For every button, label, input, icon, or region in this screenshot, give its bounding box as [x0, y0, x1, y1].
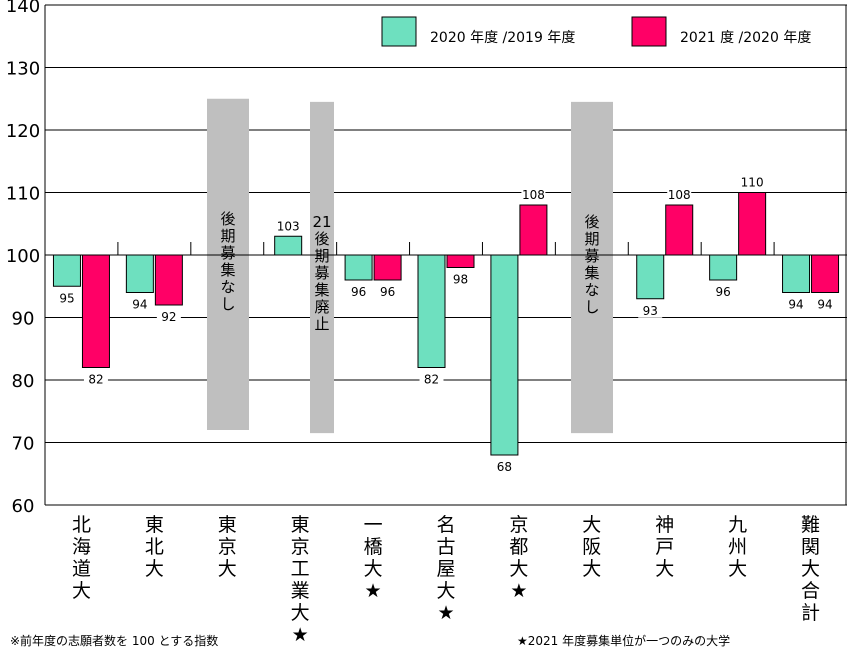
data-label-bg	[83, 372, 108, 387]
data-label-bg	[711, 285, 736, 299]
category-label: 一 橋 大 ★	[363, 514, 383, 602]
no-data-block	[207, 98, 249, 430]
data-label-bg	[784, 297, 809, 312]
legend-label: 2020 年度 /2019 年度	[430, 30, 575, 46]
y-tick-label: 80	[12, 371, 35, 392]
bar-2020	[417, 254, 446, 368]
data-label: 96	[380, 285, 395, 299]
data-label-bg	[813, 297, 838, 312]
data-label: 92	[161, 310, 176, 324]
y-tick-label: 70	[12, 434, 35, 455]
y-axis-ticks: 60 70 80 90 100 110 120 130 140	[6, 0, 40, 517]
data-label: 94	[788, 298, 803, 312]
baseline-ticks	[45, 242, 847, 256]
data-label-bg	[638, 303, 663, 318]
legend-swatch	[631, 16, 667, 47]
bar-2021	[373, 254, 402, 281]
category-label: 神 戸 大	[655, 514, 675, 580]
y-tick-label: 130	[6, 59, 40, 80]
category-label: 北 海 道 大	[71, 514, 91, 602]
category-label: 京 都 大 ★	[509, 514, 529, 602]
bar-2021	[446, 254, 475, 268]
data-label-bg	[375, 285, 400, 299]
bar-2021	[81, 254, 110, 368]
no-data-text: 21 後 期 募 集 廃 止	[312, 212, 332, 333]
y-tick-label: 90	[12, 309, 35, 330]
bar-2020	[709, 254, 738, 281]
no-data-block	[571, 101, 613, 434]
data-label: 96	[715, 285, 730, 299]
data-label-bg	[346, 285, 371, 299]
no-data-text: 後 期 募 集 な し	[220, 209, 236, 313]
data-label: 82	[88, 373, 103, 387]
data-label-bg	[276, 219, 301, 234]
bar-2020	[490, 254, 519, 456]
no-data-block	[310, 101, 334, 434]
data-label: 82	[424, 373, 439, 387]
data-label-bg	[667, 188, 692, 202]
footnote-left: ※前年度の志願者数を 100 とする指数	[10, 634, 219, 648]
data-label: 108	[522, 188, 545, 202]
bar-2020	[52, 254, 81, 287]
data-label: 98	[453, 273, 468, 287]
y-tick-label: 60	[12, 496, 35, 517]
y-tick-label: 100	[6, 246, 40, 267]
legend-label: 2021 度 /2020 年度	[680, 30, 811, 46]
bar-2021	[811, 254, 840, 293]
category-label: 東 京 大	[217, 514, 237, 580]
y-tick-label: 120	[6, 121, 40, 142]
category-label: 名 古 屋 大 ★	[436, 514, 456, 624]
y-tick-label: 110	[6, 184, 40, 205]
bar-2021	[665, 204, 694, 256]
category-label: 大 阪 大	[582, 514, 602, 580]
data-label-bg	[127, 297, 152, 312]
data-label-bg	[54, 291, 79, 306]
data-label: 108	[668, 188, 691, 202]
no-data-text: 後 期 募 集 な し	[584, 212, 600, 316]
data-label: 94	[817, 298, 832, 312]
data-label-bg	[492, 460, 517, 474]
data-label: 93	[643, 304, 658, 318]
legend-swatch	[381, 16, 417, 47]
bar-2020	[125, 254, 154, 293]
data-label: 68	[497, 460, 512, 474]
footnote-right: ★2021 年度募集単位が一つのみの大学	[517, 634, 731, 648]
bar-2020	[636, 254, 665, 300]
data-label: 94	[132, 298, 147, 312]
data-label-bg	[740, 175, 765, 190]
data-label: 95	[59, 291, 74, 305]
bar-2020	[274, 235, 303, 256]
data-label-bg	[521, 188, 546, 202]
legend: 2020 年度 /2019 年度 2021 度 /2020 年度	[381, 16, 811, 47]
category-label: 東 北 大	[144, 514, 164, 580]
category-label: 東 京 工 業 大 ★	[290, 514, 310, 646]
bar-2020	[344, 254, 373, 281]
category-label: 難 関 大 合 計	[801, 514, 821, 624]
data-label-bg	[448, 272, 473, 287]
data-label: 96	[351, 285, 366, 299]
data-labels: 95 82 94 92 103 96 96 82 98 68 108 93 108 96 110 94 94	[54, 175, 838, 474]
bar-2021	[738, 192, 767, 256]
data-label-bg	[419, 372, 444, 387]
data-label: 110	[741, 176, 764, 190]
category-label: 九 州 大	[728, 514, 748, 580]
bar-2021	[154, 254, 183, 306]
y-tick-label: 140	[6, 0, 40, 17]
bar-2021	[519, 204, 548, 256]
data-label: 103	[277, 219, 300, 233]
no-data-blocks	[207, 98, 613, 434]
bar-2020	[782, 254, 811, 293]
data-label-bg	[156, 310, 181, 324]
